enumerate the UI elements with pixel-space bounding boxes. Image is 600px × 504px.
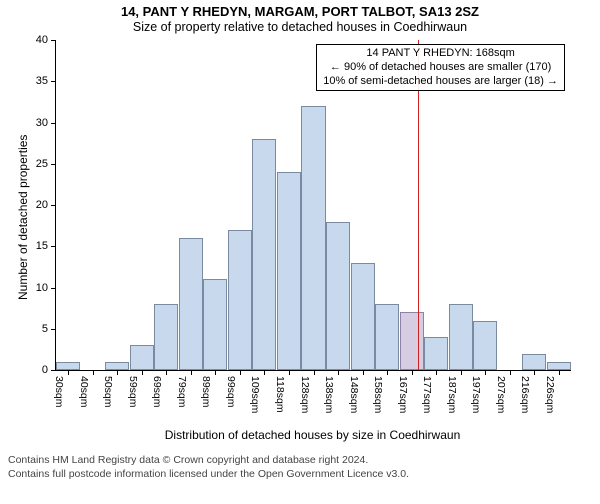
x-tick-label: 138sqm: [323, 376, 335, 413]
histogram-bar: [228, 230, 252, 370]
histogram-bar: [449, 304, 473, 370]
y-tick-label: 40: [36, 34, 48, 46]
histogram-bar: [351, 263, 375, 370]
histogram-bar: [547, 362, 571, 370]
histogram-bar: [203, 279, 227, 370]
x-tick-label: 109sqm: [249, 376, 261, 413]
plot-area: 051015202530354030sqm40sqm50sqm59sqm69sq…: [55, 40, 571, 371]
histogram-bar: [301, 106, 325, 370]
page-subtitle: Size of property relative to detached ho…: [0, 20, 600, 34]
x-tick-label: 167sqm: [397, 376, 409, 413]
x-tick-label: 158sqm: [372, 376, 384, 413]
annotation-line: 14 PANT Y RHEDYN: 168sqm: [323, 47, 558, 61]
y-tick-label: 20: [36, 199, 48, 211]
histogram-bar: [105, 362, 129, 370]
y-axis-label: Number of detached properties: [16, 135, 30, 300]
x-tick-label: 69sqm: [151, 376, 163, 408]
histogram-bar: [424, 337, 448, 370]
histogram-bar: [179, 238, 203, 370]
page-title-address: 14, PANT Y RHEDYN, MARGAM, PORT TALBOT, …: [0, 4, 600, 19]
x-tick-label: 99sqm: [225, 376, 237, 408]
y-tick-label: 30: [36, 117, 48, 129]
histogram-bar: [130, 345, 154, 370]
x-tick-label: 187sqm: [446, 376, 458, 413]
footer-attribution: Contains HM Land Registry data © Crown c…: [0, 454, 600, 481]
x-tick-label: 226sqm: [544, 376, 556, 413]
annotation-box: 14 PANT Y RHEDYN: 168sqm← 90% of detache…: [316, 44, 565, 91]
x-tick-label: 207sqm: [495, 376, 507, 413]
histogram-bar: [277, 172, 301, 370]
histogram-bar: [252, 139, 276, 370]
x-axis-label: Distribution of detached houses by size …: [55, 428, 570, 442]
x-tick-label: 177sqm: [421, 376, 433, 413]
histogram-bar: [375, 304, 399, 370]
y-tick-label: 15: [36, 240, 48, 252]
x-tick-label: 59sqm: [127, 376, 139, 408]
annotation-line: ← 90% of detached houses are smaller (17…: [323, 61, 558, 75]
x-tick-label: 148sqm: [348, 376, 360, 413]
y-tick-label: 0: [42, 364, 48, 376]
x-tick-label: 197sqm: [470, 376, 482, 413]
x-tick-label: 89sqm: [200, 376, 212, 408]
x-tick-label: 216sqm: [519, 376, 531, 413]
x-tick-label: 40sqm: [78, 376, 90, 408]
chart-container: 0 5 10 15 20 25 30 35 40 30sqm 40sqm 50sqm 59sqm 69sq…: [0, 34, 600, 454]
footer-line-1: Contains HM Land Registry data © Crown c…: [8, 454, 600, 468]
histogram-bar: [326, 222, 350, 371]
y-tick-label: 10: [36, 282, 48, 294]
histogram-bar: [400, 312, 424, 370]
footer-line-2: Contains full postcode information licen…: [8, 468, 600, 482]
x-tick-label: 30sqm: [53, 376, 65, 408]
x-tick-label: 79sqm: [176, 376, 188, 408]
histogram-bar: [473, 321, 497, 371]
annotation-line: 10% of semi-detached houses are larger (…: [323, 75, 558, 89]
y-tick-label: 5: [42, 323, 48, 335]
y-tick-label: 25: [36, 158, 48, 170]
x-tick-label: 50sqm: [102, 376, 114, 408]
y-tick-label: 35: [36, 75, 48, 87]
histogram-bar: [154, 304, 178, 370]
x-tick-label: 128sqm: [299, 376, 311, 413]
histogram-bar: [56, 362, 80, 370]
x-tick-label: 118sqm: [274, 376, 286, 413]
histogram-bar: [522, 354, 546, 371]
